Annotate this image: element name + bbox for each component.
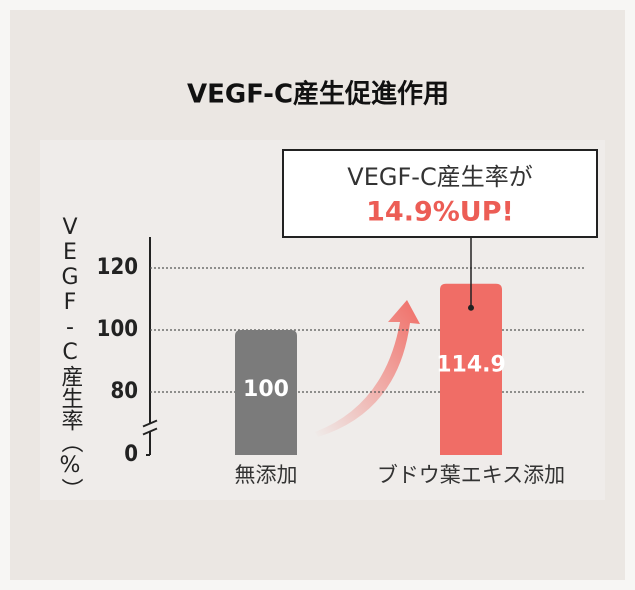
axis-break bbox=[142, 419, 158, 436]
callout-line1: VEGF-C産生率が bbox=[347, 163, 532, 191]
x-tick-label: 無添加 bbox=[235, 463, 298, 487]
y-tick-label: 120 bbox=[97, 255, 138, 280]
y-axis-label: VEGF-C産生率（%） bbox=[58, 215, 84, 500]
bar bbox=[440, 283, 502, 455]
value-label: 100 bbox=[243, 377, 289, 402]
trend-arrow bbox=[315, 300, 420, 437]
bar bbox=[235, 330, 297, 455]
callout-dot bbox=[468, 304, 474, 311]
axis-break-gap bbox=[142, 423, 158, 432]
y-tick-label: 100 bbox=[97, 317, 138, 342]
chart-title: VEGF-C産生促進作用 bbox=[187, 79, 449, 110]
callout-box bbox=[282, 149, 598, 238]
value-label: 114.9 bbox=[436, 352, 506, 377]
callout-line2: 14.9%UP! bbox=[366, 197, 514, 228]
y-tick-label: 80 bbox=[110, 379, 138, 404]
y-tick-label: 0 bbox=[124, 442, 138, 467]
x-tick-label: ブドウ葉エキス添加 bbox=[377, 463, 565, 487]
